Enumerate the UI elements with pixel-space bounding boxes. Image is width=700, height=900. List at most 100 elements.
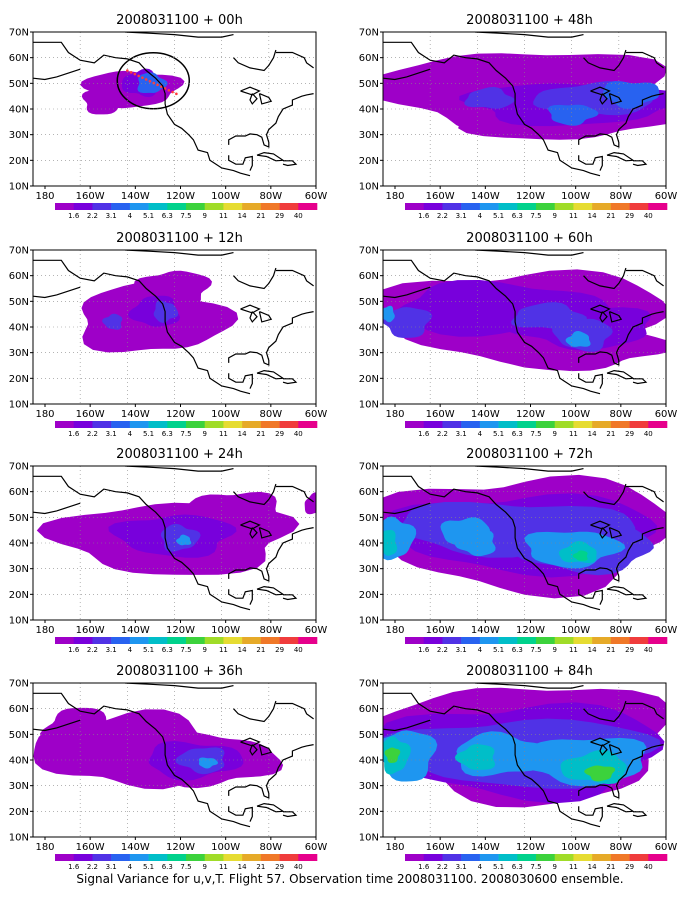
colorbar-label: 7.5 xyxy=(180,863,191,871)
variance-contour-fill xyxy=(176,534,192,546)
coastline xyxy=(228,527,314,582)
colorbar-label: 9 xyxy=(202,646,206,654)
lat-tick-label: 60N xyxy=(9,271,29,282)
coastline xyxy=(249,744,258,756)
colorbar-swatch xyxy=(55,203,75,210)
lon-tick-label: 160W xyxy=(76,409,105,420)
coastline xyxy=(625,485,664,503)
coastline xyxy=(124,32,234,38)
coastline xyxy=(606,151,635,162)
lon-tick-label: 60W xyxy=(655,191,678,202)
colorbar-swatch xyxy=(461,203,481,210)
coastline xyxy=(606,369,635,380)
coastline xyxy=(608,527,623,539)
colorbar-label: 2.2 xyxy=(437,646,448,654)
colorbar-swatch xyxy=(129,854,149,861)
colorbar-label: 14 xyxy=(238,863,247,871)
coastline xyxy=(33,692,251,828)
colorbar-label: 6.3 xyxy=(162,212,173,220)
lat-tick-label: 60N xyxy=(359,487,379,498)
colorbar-label: 4 xyxy=(128,430,133,438)
colorbar-swatch xyxy=(204,203,224,210)
coastline xyxy=(233,483,277,506)
colorbar: 1.6 2.2 3.1 4 5.1 6.3 7.5 9 11 14 21 29 40 xyxy=(55,203,318,220)
coastline xyxy=(240,86,261,96)
colorbar-swatch xyxy=(279,854,299,861)
coastline xyxy=(228,93,314,148)
colorbar-swatch xyxy=(55,637,75,644)
coastline xyxy=(632,594,648,601)
coastline xyxy=(275,485,314,503)
colorbar-swatch xyxy=(461,637,481,644)
colorbar-swatch xyxy=(92,421,112,428)
colorbar-label: 7.5 xyxy=(180,646,191,654)
colorbar-swatch xyxy=(405,854,425,861)
flight-observation-dot xyxy=(126,69,129,72)
colorbar-label: 2.2 xyxy=(87,212,98,220)
colorbar-label: 40 xyxy=(644,212,653,220)
coastline xyxy=(632,811,648,818)
lat-tick-label: 20N xyxy=(359,374,379,385)
colorbar-label: 5.1 xyxy=(493,646,504,654)
variance-contour-fill xyxy=(81,88,129,115)
lat-tick-label: 40N xyxy=(9,756,29,767)
colorbar: 1.6 2.2 3.1 4 5.1 6.3 7.5 9 11 14 21 29 40 xyxy=(405,854,668,871)
lon-tick-label: 80W xyxy=(260,625,283,636)
lat-tick-label: 30N xyxy=(9,564,29,575)
colorbar-label: 21 xyxy=(256,646,265,654)
coastline xyxy=(599,311,608,323)
colorbar-label: 9 xyxy=(202,430,206,438)
lon-tick-label: 60W xyxy=(305,191,328,202)
coastline xyxy=(578,311,664,366)
colorbar-label: 14 xyxy=(588,430,597,438)
colorbar-swatch xyxy=(73,203,93,210)
colorbar-label: 4 xyxy=(128,863,133,871)
flight-observation-dot xyxy=(156,83,159,87)
variance-contour-fill xyxy=(40,707,119,749)
colorbar-swatch xyxy=(648,421,668,428)
colorbar-label: 3.1 xyxy=(106,646,117,654)
lat-tick-label: 30N xyxy=(9,781,29,792)
flight-observation-dot xyxy=(159,85,163,88)
colorbar-swatch xyxy=(167,203,187,210)
coastline xyxy=(590,304,611,314)
colorbar-swatch xyxy=(573,203,593,210)
colorbar-label: 1.6 xyxy=(68,863,80,871)
coastline xyxy=(240,304,261,314)
lat-tick-label: 10N xyxy=(359,833,379,844)
colorbar-swatch xyxy=(279,421,299,428)
colorbar-swatch xyxy=(204,421,224,428)
colorbar-swatch xyxy=(129,637,149,644)
colorbar-label: 21 xyxy=(256,212,265,220)
lat-tick-label: 40N xyxy=(359,756,379,767)
lon-tick-label: 60W xyxy=(305,625,328,636)
lon-tick-label: 140W xyxy=(121,625,150,636)
colorbar-label: 7.5 xyxy=(530,863,541,871)
flight-observation-dot xyxy=(175,92,178,96)
colorbar-swatch xyxy=(648,637,668,644)
colorbar-label: 11 xyxy=(219,430,228,438)
lon-tick-label: 160W xyxy=(426,625,455,636)
lat-tick-label: 10N xyxy=(9,833,29,844)
colorbar-swatch xyxy=(536,637,556,644)
lat-tick-label: 70N xyxy=(359,28,379,39)
colorbar-label: 6.3 xyxy=(162,863,173,871)
colorbar: 1.6 2.2 3.1 4 5.1 6.3 7.5 9 11 14 21 29 40 xyxy=(55,637,318,654)
colorbar-label: 29 xyxy=(625,646,634,654)
colorbar-swatch xyxy=(167,421,187,428)
coastline xyxy=(606,585,635,596)
lon-tick-label: 100W xyxy=(211,625,240,636)
colorbar-label: 3.1 xyxy=(106,430,117,438)
coastline xyxy=(233,700,277,723)
coastline xyxy=(590,737,611,747)
colorbar-swatch xyxy=(498,637,518,644)
colorbar-swatch xyxy=(461,854,481,861)
lon-tick-label: 180 xyxy=(35,191,54,202)
lat-tick-label: 50N xyxy=(359,79,379,90)
lon-tick-label: 60W xyxy=(655,842,678,853)
colorbar-swatch xyxy=(405,203,425,210)
coastline xyxy=(124,683,234,689)
colorbar-label: 11 xyxy=(219,863,228,871)
variance-contour-fill xyxy=(383,305,395,323)
colorbar-label: 29 xyxy=(625,212,634,220)
